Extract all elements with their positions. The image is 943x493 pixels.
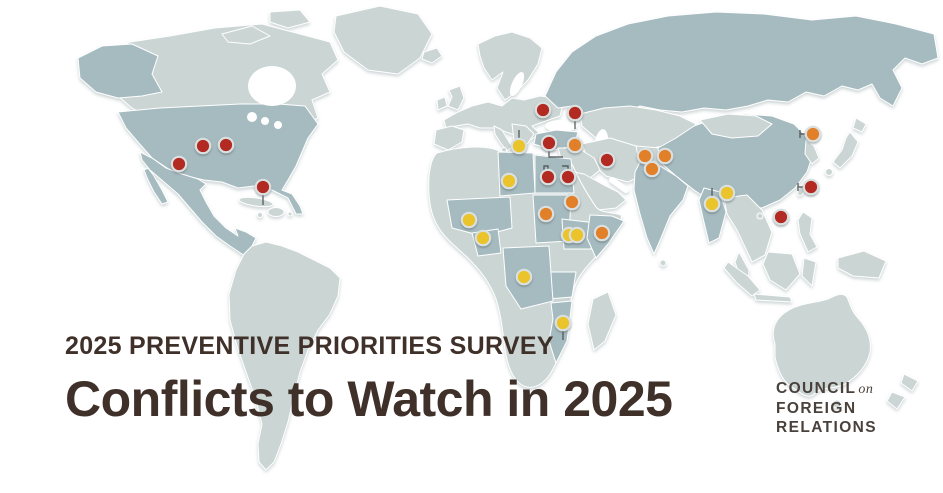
cfr-logo-line1: COUNCIL on — [776, 380, 874, 397]
conflict-marker-nigeria[interactable] — [474, 229, 492, 247]
conflict-marker-ukraine[interactable] — [534, 101, 552, 119]
land-australia — [772, 293, 871, 397]
land-india — [633, 161, 689, 255]
conflict-marker-iran[interactable] — [598, 151, 616, 169]
land-iceland — [421, 47, 443, 64]
conflict-marker-ethiopia-b[interactable] — [568, 226, 586, 244]
conflict-marker-united-states-a[interactable] — [194, 137, 212, 155]
conflict-marker-somalia[interactable] — [593, 224, 611, 242]
great-lake-2 — [261, 117, 269, 125]
cfr-logo-on: on — [858, 382, 874, 397]
land-japan-kyushu — [825, 168, 833, 176]
land-jamaica — [257, 212, 263, 218]
hudson-bay — [248, 66, 296, 106]
conflict-marker-libya[interactable] — [500, 172, 518, 190]
persian-gulf — [609, 177, 629, 193]
land-mongolia — [699, 113, 773, 139]
conflict-marker-israel-gaza[interactable] — [559, 168, 577, 186]
conflict-marker-south-china-sea[interactable] — [772, 208, 790, 226]
land-arctic-islands — [221, 9, 311, 45]
conflict-marker-bangladesh[interactable] — [718, 184, 736, 202]
land-cuba — [238, 196, 274, 208]
conflict-marker-red-sea-yemen[interactable] — [563, 193, 581, 211]
conflict-marker-united-states-b[interactable] — [217, 136, 235, 154]
land-europe — [443, 95, 565, 141]
land-new-guinea — [837, 250, 887, 279]
land-iberia — [433, 125, 465, 151]
land-scandinavia — [477, 31, 543, 101]
land-madagascar — [587, 291, 617, 351]
land-sri-lanka — [659, 259, 667, 267]
land-ireland — [436, 96, 448, 111]
land-uk — [447, 85, 465, 111]
page-title: Conflicts to Watch in 2025 — [65, 370, 673, 427]
conflict-marker-taiwan[interactable] — [802, 178, 820, 196]
conflict-marker-sahel[interactable] — [460, 211, 478, 229]
black-sea — [545, 120, 577, 132]
land-south-america — [228, 241, 341, 471]
great-lake-1 — [247, 112, 257, 122]
land-indochina — [723, 194, 773, 263]
land-borneo — [762, 251, 801, 291]
land-hainan — [756, 212, 764, 220]
conflict-markers — [170, 101, 822, 332]
land-greenland — [333, 5, 433, 75]
land-japan-honshu — [832, 131, 859, 169]
conflict-marker-israel-lebanon[interactable] — [539, 168, 557, 186]
cfr-logo-line2: FOREIGN — [776, 400, 857, 417]
conflict-marker-mediterranean[interactable] — [510, 137, 528, 155]
landmasses — [77, 5, 939, 471]
conflict-marker-iraq[interactable] — [566, 136, 584, 154]
land-japan-hokkaido — [852, 117, 867, 133]
conflict-marker-russia-ukraine[interactable] — [566, 104, 584, 122]
conflict-marker-myanmar[interactable] — [703, 195, 721, 213]
land-puerto-rico — [287, 211, 293, 217]
conflict-marker-mozambique[interactable] — [554, 314, 572, 332]
conflict-marker-afghanistan-a[interactable] — [636, 147, 654, 165]
conflict-marker-turkey-syria[interactable] — [540, 134, 558, 152]
survey-kicker: 2025 PREVENTIVE PRIORITIES SURVEY — [65, 332, 554, 360]
land-italy — [493, 125, 513, 152]
land-new-zealand — [886, 373, 919, 410]
land-russia — [544, 11, 939, 117]
land-hispaniola — [267, 207, 285, 217]
land-korea — [804, 139, 820, 165]
conflict-marker-drc[interactable] — [515, 268, 533, 286]
land-alaska — [77, 43, 163, 99]
cfr-logo-line3: RELATIONS — [776, 419, 878, 436]
great-lake-3 — [274, 121, 282, 129]
land-philippines — [797, 211, 818, 253]
land-baja — [143, 167, 169, 205]
title-block: 2025 PREVENTIVE PRIORITIES SURVEY Confli… — [65, 332, 673, 427]
land-tasmania — [832, 399, 842, 409]
land-java — [753, 293, 793, 303]
baltic-sea — [509, 72, 525, 96]
conflict-marker-haiti[interactable] — [254, 178, 272, 196]
conflict-marker-sudan[interactable] — [537, 205, 555, 223]
conflict-marker-pakistan[interactable] — [643, 160, 661, 178]
cfr-logo: COUNCIL on FOREIGN RELATIONS — [776, 379, 877, 437]
land-libya — [497, 151, 536, 197]
conflict-marker-north-korea[interactable] — [804, 125, 822, 143]
conflict-marker-afghanistan-b[interactable] — [656, 147, 674, 165]
land-sulawesi — [801, 257, 817, 287]
conflict-marker-united-states-c[interactable] — [170, 155, 188, 173]
land-sumatra — [723, 261, 761, 297]
